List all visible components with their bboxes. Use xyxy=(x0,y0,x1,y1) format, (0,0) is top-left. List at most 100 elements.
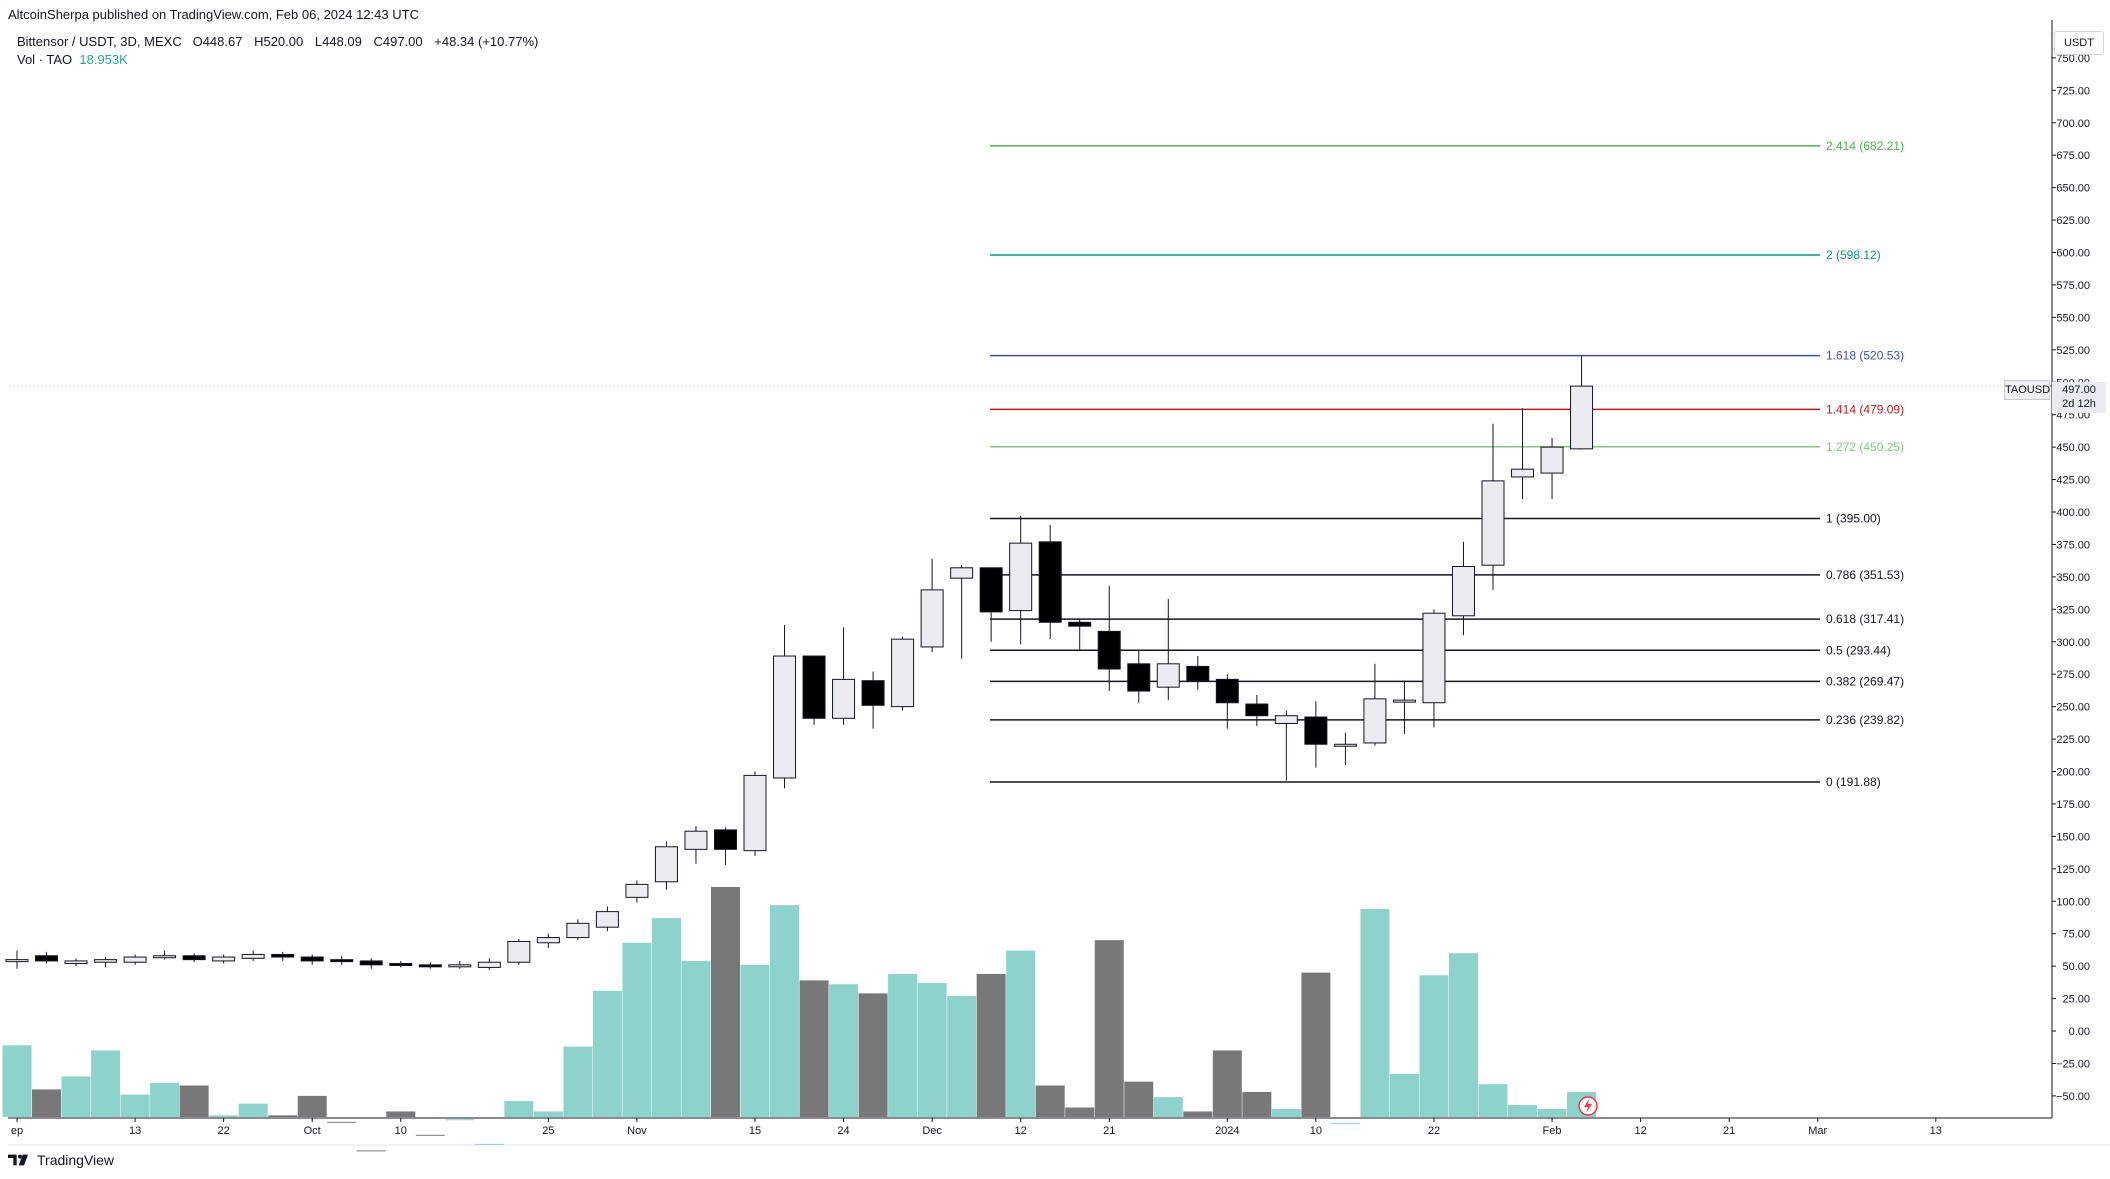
candle-body[interactable] xyxy=(1304,716,1328,745)
volume-bar xyxy=(681,960,711,1117)
candle-body[interactable] xyxy=(64,960,88,965)
candle-body[interactable] xyxy=(1422,612,1446,704)
countdown-value: 2d 12h xyxy=(2062,398,2096,410)
candle-body[interactable] xyxy=(123,956,147,963)
candle-body[interactable] xyxy=(802,655,826,719)
axis-unit-button[interactable]: USDT xyxy=(2054,31,2104,55)
volume-label[interactable]: Vol · TAO xyxy=(17,52,73,67)
candle-body[interactable] xyxy=(271,953,295,958)
x-tick-label: 22 xyxy=(218,1125,230,1137)
y-tick-label: 525.00 xyxy=(2056,345,2090,357)
y-tick-label: 350.00 xyxy=(2056,572,2090,584)
candle-body[interactable] xyxy=(1481,480,1505,566)
volume-bar xyxy=(209,1115,239,1117)
volume-bar xyxy=(1271,1108,1301,1117)
candle-body[interactable] xyxy=(684,830,708,850)
candle-body[interactable] xyxy=(1097,630,1121,670)
volume-bar xyxy=(504,1101,534,1117)
candle-body[interactable] xyxy=(1009,542,1033,612)
y-tick-label: 25.00 xyxy=(2062,994,2090,1006)
volume-bar xyxy=(1035,1085,1065,1117)
x-tick-label: 21 xyxy=(1723,1125,1735,1137)
y-tick-label: −50.00 xyxy=(2056,1091,2090,1103)
candle-body[interactable] xyxy=(773,655,797,779)
candle-body[interactable] xyxy=(507,940,531,963)
candle-body[interactable] xyxy=(979,567,1003,613)
candle-body[interactable] xyxy=(1215,678,1239,704)
candle-body[interactable] xyxy=(832,678,856,719)
y-tick-label: 325.00 xyxy=(2056,604,2090,616)
x-tick-label: 13 xyxy=(129,1125,141,1137)
candle-body[interactable] xyxy=(595,911,619,928)
candle-body[interactable] xyxy=(448,964,472,968)
x-tick-label: 10 xyxy=(1310,1125,1322,1137)
candle-body[interactable] xyxy=(1540,446,1564,474)
candle-body[interactable] xyxy=(625,883,649,898)
candle-body[interactable] xyxy=(1156,663,1180,688)
volume-bar xyxy=(386,1111,416,1117)
candle-body[interactable] xyxy=(1068,621,1092,627)
candle-body[interactable] xyxy=(153,955,177,959)
y-tick-label: 275.00 xyxy=(2056,669,2090,681)
volume-bar xyxy=(61,1076,91,1117)
candle-body[interactable] xyxy=(566,922,590,939)
lightning-icon xyxy=(1584,1099,1592,1113)
volume-bar xyxy=(829,984,859,1117)
volume-bar xyxy=(120,1094,150,1117)
candle-body[interactable] xyxy=(300,956,324,962)
candle-body[interactable] xyxy=(1451,565,1475,617)
candle-body[interactable] xyxy=(477,961,501,968)
volume-bar xyxy=(651,918,681,1117)
candle-body[interactable] xyxy=(5,959,29,963)
fib-level-label: 0.236 (239.82) xyxy=(1826,713,1904,727)
candle-body[interactable] xyxy=(920,589,944,648)
x-tick-label: 13 xyxy=(1930,1125,1942,1137)
candle-body[interactable] xyxy=(241,953,265,959)
volume-bar xyxy=(91,1050,121,1117)
candle-body[interactable] xyxy=(891,638,915,708)
candle-body[interactable] xyxy=(536,937,560,944)
candle-body[interactable] xyxy=(1245,703,1269,717)
volume-bar xyxy=(1301,972,1331,1117)
volume-bar xyxy=(622,942,652,1117)
symbol-title[interactable]: Bittensor / USDT, 3D, MEXC xyxy=(17,34,182,49)
candle-body[interactable] xyxy=(1127,663,1151,692)
candle-body[interactable] xyxy=(182,955,206,961)
candle-body[interactable] xyxy=(1038,541,1062,623)
candle-body[interactable] xyxy=(94,959,118,963)
candle-body[interactable] xyxy=(359,960,383,966)
low-value: 448.09 xyxy=(322,34,362,49)
candle-body[interactable] xyxy=(1333,743,1357,747)
volume-bar xyxy=(1065,1107,1095,1117)
candle-body[interactable] xyxy=(1186,665,1210,682)
candle-body[interactable] xyxy=(654,846,678,883)
candle-body[interactable] xyxy=(1570,385,1594,450)
candle-body[interactable] xyxy=(1511,468,1535,478)
fib-level-label: 0.5 (293.44) xyxy=(1826,643,1891,657)
candle-body[interactable] xyxy=(1392,699,1416,703)
volume-bar xyxy=(533,1111,563,1117)
volume-bar xyxy=(1330,1123,1360,1125)
candle-body[interactable] xyxy=(330,959,354,963)
candle-body[interactable] xyxy=(950,567,974,579)
candle-body[interactable] xyxy=(389,963,413,967)
volume-bar xyxy=(947,995,977,1117)
candle-body[interactable] xyxy=(713,829,737,850)
x-tick-label: Nov xyxy=(627,1125,647,1137)
x-tick-label: 21 xyxy=(1103,1125,1115,1137)
candle-body[interactable] xyxy=(212,956,236,962)
volume-bar xyxy=(150,1082,180,1117)
y-tick-label: 250.00 xyxy=(2056,702,2090,714)
y-tick-label: 650.00 xyxy=(2056,183,2090,195)
tradingview-logo[interactable]: TradingView xyxy=(8,1152,114,1168)
volume-legend: Vol · TAO 18.953K xyxy=(17,52,128,67)
volume-bar xyxy=(1183,1111,1213,1117)
candle-body[interactable] xyxy=(35,955,59,962)
candle-body[interactable] xyxy=(1363,698,1387,744)
x-tick-label: 25 xyxy=(542,1125,554,1137)
candle-body[interactable] xyxy=(1274,715,1298,724)
candle-body[interactable] xyxy=(743,774,767,852)
candle-body[interactable] xyxy=(418,964,442,968)
candle-body[interactable] xyxy=(861,680,885,706)
